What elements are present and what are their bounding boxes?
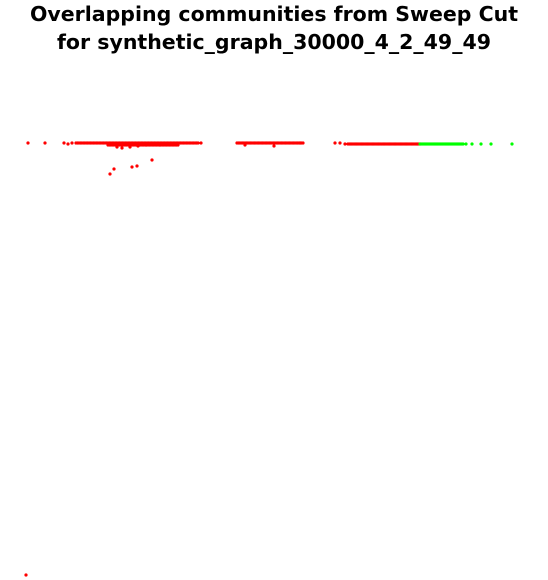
series-0-point — [130, 165, 134, 169]
series-0-point — [108, 172, 112, 176]
series-1-point — [461, 142, 465, 146]
series-1-point — [510, 142, 514, 146]
chart-title-line-2: for synthetic_graph_30000_4_2_49_49 — [57, 30, 491, 54]
series-0-point — [196, 141, 200, 145]
series-0-point — [272, 144, 276, 148]
series-0-point — [26, 141, 30, 145]
series-0-point — [136, 144, 140, 148]
series-1-point — [489, 142, 493, 146]
series-0-point — [243, 143, 247, 147]
series-0-point — [66, 142, 70, 146]
series-1-point — [464, 142, 468, 146]
series-0-point — [158, 143, 162, 147]
chart-title-line-1: Overlapping communities from Sweep Cut — [29, 2, 519, 26]
series-0-point — [199, 141, 203, 145]
series-0-point — [333, 141, 337, 145]
series-0-point — [70, 141, 74, 145]
series-0-point — [144, 143, 148, 147]
series-0-point — [120, 146, 124, 150]
series-0-point — [24, 573, 28, 577]
series-0-point — [338, 141, 342, 145]
series-0-point — [150, 158, 154, 162]
series-0-point — [298, 141, 302, 145]
series-1-point — [479, 142, 483, 146]
series-0-point — [301, 141, 305, 145]
series-0-point — [62, 141, 66, 145]
series-0-point — [135, 164, 139, 168]
series-0-point — [112, 167, 116, 171]
series-0-point — [176, 143, 180, 147]
series-0-point — [43, 141, 47, 145]
series-1-point — [470, 142, 474, 146]
series-0-point — [115, 145, 119, 149]
series-0-point — [128, 145, 132, 149]
series-0-point — [343, 142, 347, 146]
